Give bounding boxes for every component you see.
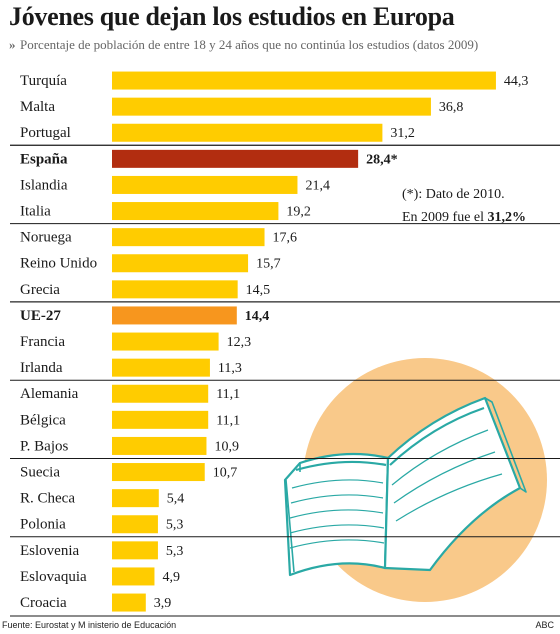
category-label-espana: España bbox=[20, 151, 68, 167]
category-label-alemania: Alemania bbox=[20, 386, 79, 402]
bar-francia bbox=[112, 332, 219, 351]
value-label-italia: 19,2 bbox=[286, 205, 311, 220]
bar-portugal bbox=[112, 123, 383, 142]
value-label-eslovenia: 5,3 bbox=[166, 544, 184, 559]
bar-noruega bbox=[112, 228, 265, 247]
category-label-italia: Italia bbox=[20, 204, 51, 220]
bar-belgica bbox=[112, 410, 209, 429]
value-label-polonia: 5,3 bbox=[166, 518, 184, 533]
footnote-line-2-prefix: En 2009 fue el bbox=[402, 210, 488, 225]
bar-suecia bbox=[112, 463, 205, 482]
category-label-belgica: Bélgica bbox=[20, 412, 66, 428]
value-label-turquia: 44,3 bbox=[504, 74, 529, 89]
category-label-malta: Malta bbox=[20, 99, 55, 115]
bar-islandia bbox=[112, 175, 298, 194]
category-label-turquia: Turquía bbox=[20, 73, 67, 89]
value-label-r-checa: 5,4 bbox=[167, 492, 185, 507]
category-label-francia: Francia bbox=[20, 334, 65, 350]
chart-subtitle: Porcentaje de población de entre 18 y 24… bbox=[20, 37, 479, 52]
value-label-belgica: 11,1 bbox=[216, 413, 240, 428]
bar-polonia bbox=[112, 515, 158, 534]
value-label-francia: 12,3 bbox=[227, 335, 252, 350]
category-label-r-checa: R. Checa bbox=[20, 491, 75, 507]
value-label-suecia: 10,7 bbox=[213, 466, 238, 481]
category-label-p-bajos: P. Bajos bbox=[20, 438, 69, 454]
bar-reino-unido bbox=[112, 254, 249, 273]
bar-alemania bbox=[112, 384, 209, 403]
category-label-islandia: Islandia bbox=[20, 177, 68, 193]
value-label-malta: 36,8 bbox=[439, 100, 464, 115]
value-label-p-bajos: 10,9 bbox=[214, 439, 239, 454]
open-book-icon bbox=[283, 396, 527, 577]
category-label-polonia: Polonia bbox=[20, 517, 66, 533]
category-label-grecia: Grecia bbox=[20, 282, 60, 298]
category-label-portugal: Portugal bbox=[20, 125, 71, 141]
value-label-portugal: 31,2 bbox=[390, 126, 415, 141]
category-label-eslovaquia: Eslovaquia bbox=[20, 569, 87, 585]
value-label-reino-unido: 15,7 bbox=[256, 257, 281, 272]
source-text: Fuente: Eurostat y M inisterio de Educac… bbox=[2, 620, 177, 630]
category-label-suecia: Suecia bbox=[20, 465, 60, 481]
chevron-icon: » bbox=[9, 37, 16, 52]
value-label-islandia: 21,4 bbox=[305, 178, 330, 193]
bar-eslovaquia bbox=[112, 567, 155, 586]
category-label-ue-27: UE-27 bbox=[20, 308, 61, 324]
category-label-croacia: Croacia bbox=[20, 595, 67, 611]
bar-r-checa bbox=[112, 489, 159, 508]
bar-ue-27 bbox=[112, 306, 237, 325]
bar-espana bbox=[112, 149, 359, 168]
category-label-eslovenia: Eslovenia bbox=[20, 543, 79, 559]
value-label-eslovaquia: 4,9 bbox=[162, 570, 180, 585]
value-label-irlanda: 11,3 bbox=[218, 361, 242, 376]
bar-grecia bbox=[112, 280, 238, 299]
book-illustration bbox=[283, 358, 547, 602]
category-label-reino-unido: Reino Unido bbox=[20, 256, 97, 272]
footnote-line-1: (*): Dato de 2010. bbox=[402, 187, 505, 202]
value-label-noruega: 17,6 bbox=[273, 231, 298, 246]
footnote-line-2: En 2009 fue el 31,2% bbox=[402, 206, 526, 229]
value-label-grecia: 14,5 bbox=[246, 283, 271, 298]
bar-malta bbox=[112, 97, 431, 116]
bar-turquia bbox=[112, 71, 496, 90]
footnote-box: (*): Dato de 2010. En 2009 fue el 31,2% bbox=[402, 183, 526, 229]
value-label-espana: 28,4* bbox=[366, 152, 398, 167]
footnote-line-2-value: 31,2% bbox=[487, 210, 527, 225]
bars-group: Turquía 44,3 Malta 36,8 Portugal 31,2 España 28… bbox=[20, 71, 529, 612]
bar-croacia bbox=[112, 593, 146, 612]
group-separators bbox=[10, 144, 560, 617]
bar-eslovenia bbox=[112, 541, 158, 560]
value-label-ue-27: 14,4 bbox=[245, 309, 269, 324]
chart-title: Jóvenes que dejan los estudios en Europa bbox=[9, 2, 455, 31]
credit-text: ABC bbox=[535, 620, 554, 630]
bar-irlanda bbox=[112, 358, 210, 377]
value-label-croacia: 3,9 bbox=[154, 596, 172, 611]
bar-italia bbox=[112, 202, 279, 221]
bar-p-bajos bbox=[112, 436, 207, 455]
value-label-alemania: 11,1 bbox=[216, 387, 240, 402]
category-label-noruega: Noruega bbox=[20, 230, 72, 246]
category-label-irlanda: Irlanda bbox=[20, 360, 63, 376]
